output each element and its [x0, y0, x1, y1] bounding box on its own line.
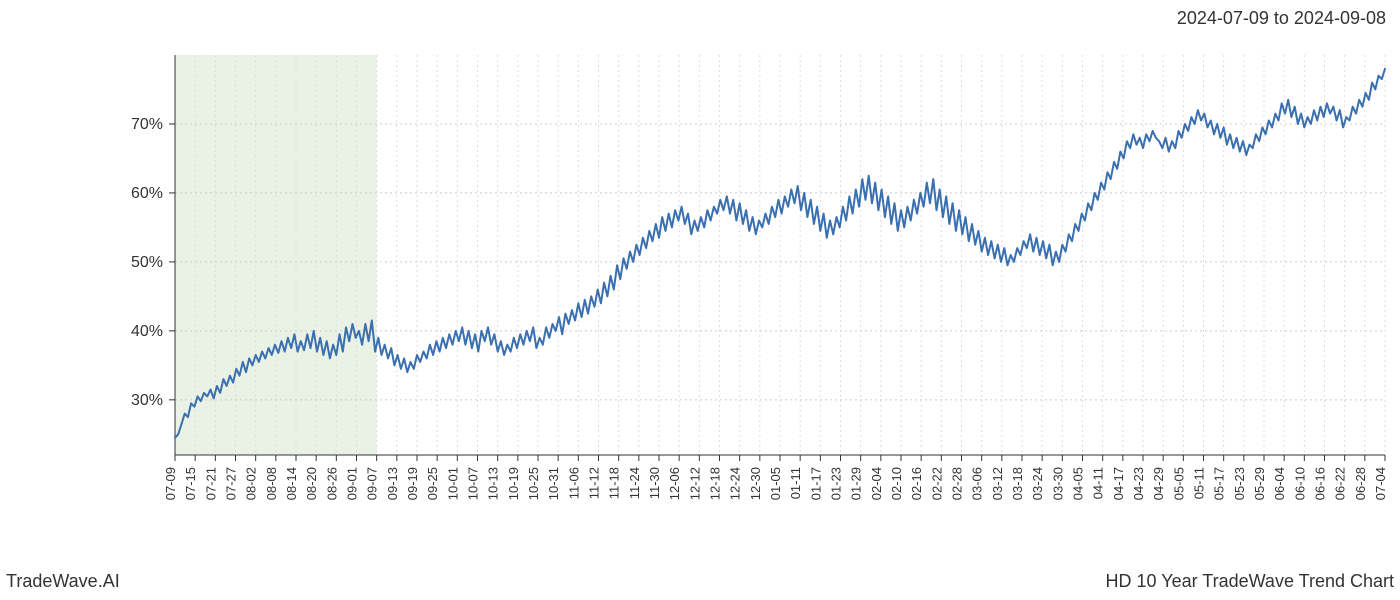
x-tick-label: 05-11	[1192, 467, 1207, 499]
x-tick-label: 12-24	[728, 467, 743, 500]
x-tick-label: 10-13	[486, 467, 501, 500]
x-tick-label: 11-06	[566, 467, 581, 499]
x-tick-label: 04-11	[1091, 467, 1106, 499]
x-tick-label: 10-01	[445, 467, 460, 500]
x-tick-label: 01-05	[768, 467, 783, 500]
x-tick-label: 02-16	[909, 467, 924, 500]
x-tick-label: 10-31	[546, 467, 561, 500]
x-tick-label: 07-04	[1373, 467, 1388, 500]
x-tick-label: 03-12	[990, 467, 1005, 500]
x-tick-label: 11-30	[647, 467, 662, 499]
x-tick-label: 07-15	[183, 467, 198, 500]
x-tick-label: 06-10	[1292, 467, 1307, 500]
x-tick-label: 09-07	[365, 467, 380, 500]
x-tick-label: 12-06	[667, 467, 682, 500]
x-tick-label: 08-02	[244, 467, 259, 500]
x-tick-label: 12-30	[748, 467, 763, 500]
x-tick-label: 06-22	[1333, 467, 1348, 500]
y-tick-label: 30%	[131, 392, 163, 409]
date-range-label: 2024-07-09 to 2024-09-08	[1177, 8, 1386, 29]
x-tick-label: 04-17	[1111, 467, 1126, 500]
x-tick-label: 12-18	[708, 467, 723, 500]
x-tick-label: 11-18	[607, 467, 622, 499]
x-tick-label: 04-29	[1151, 467, 1166, 500]
x-tick-label: 03-24	[1030, 467, 1045, 500]
x-tick-label: 02-10	[889, 467, 904, 500]
x-tick-label: 05-05	[1171, 467, 1186, 500]
x-tick-label: 11-12	[587, 467, 602, 499]
x-tick-label: 12-12	[687, 467, 702, 500]
x-tick-label: 03-06	[970, 467, 985, 500]
y-tick-label: 70%	[131, 116, 163, 133]
y-tick-label: 50%	[131, 254, 163, 271]
x-tick-label: 03-18	[1010, 467, 1025, 500]
chart-svg: 30% 40% 50% 60% 70% 07-09 07-15 07-21 07-27 08-02…	[0, 40, 1400, 550]
x-tick-label: 02-04	[869, 467, 884, 500]
x-tick-label: 05-23	[1232, 467, 1247, 500]
x-tick-label: 04-23	[1131, 467, 1146, 500]
x-tick-label: 11-24	[627, 467, 642, 499]
y-tick-label: 60%	[131, 185, 163, 202]
x-tick-label: 09-19	[405, 467, 420, 500]
x-tick-label: 03-30	[1050, 467, 1065, 500]
trend-chart: 30% 40% 50% 60% 70% 07-09 07-15 07-21 07-27 08-02…	[0, 40, 1400, 550]
x-tick-label: 07-27	[224, 467, 239, 500]
x-tick-label: 01-23	[829, 467, 844, 500]
x-tick-label: 08-08	[264, 467, 279, 500]
chart-title: HD 10 Year TradeWave Trend Chart	[1106, 571, 1394, 592]
x-tick-label: 01-29	[849, 467, 864, 500]
x-tick-label: 08-14	[284, 467, 299, 500]
x-tick-label: 09-13	[385, 467, 400, 500]
x-tick-label: 04-05	[1071, 467, 1086, 500]
x-tick-label: 09-01	[345, 467, 360, 500]
x-tick-label: 10-25	[526, 467, 541, 500]
x-tick-label: 06-28	[1353, 467, 1368, 500]
x-tick-label: 06-16	[1313, 467, 1328, 500]
x-tick-label: 05-17	[1212, 467, 1227, 500]
x-tick-label: 05-29	[1252, 467, 1267, 500]
x-tick-label: 02-22	[929, 467, 944, 500]
brand-label: TradeWave.AI	[6, 571, 120, 592]
y-tick-label: 40%	[131, 323, 163, 340]
x-tick-label: 07-21	[203, 467, 218, 500]
x-tick-label: 01-17	[808, 467, 823, 500]
x-tick-label: 01-11	[788, 467, 803, 499]
x-tick-label: 07-09	[163, 467, 178, 500]
x-tick-label: 06-04	[1272, 467, 1287, 500]
x-tick-label: 09-25	[425, 467, 440, 500]
x-tick-label: 02-28	[950, 467, 965, 500]
x-tick-label: 10-07	[466, 467, 481, 500]
x-tick-label: 08-26	[324, 467, 339, 500]
x-tick-label: 10-19	[506, 467, 521, 500]
x-tick-label: 08-20	[304, 467, 319, 500]
